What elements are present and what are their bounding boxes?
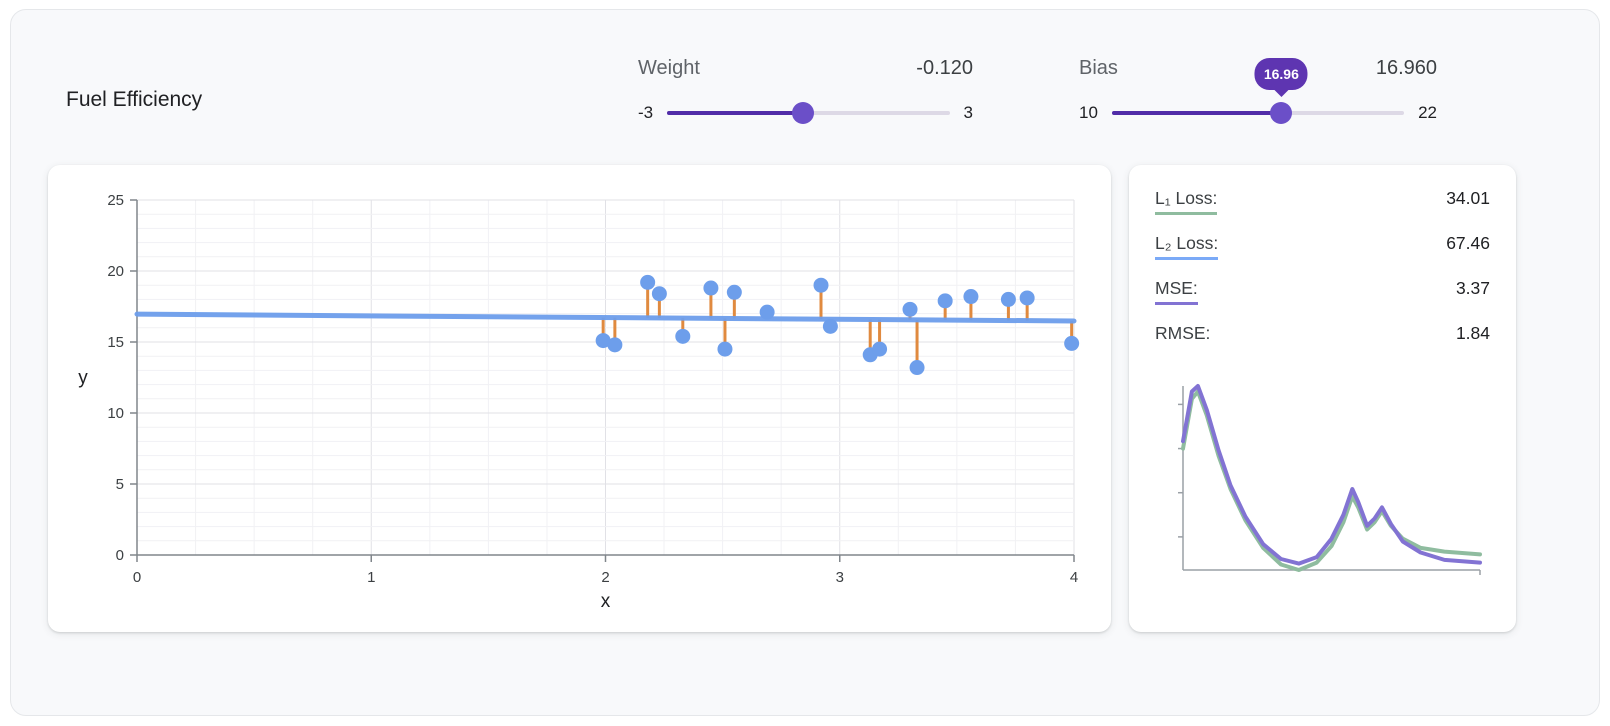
data-point [675, 328, 691, 344]
metric-label: MSE: [1155, 277, 1198, 305]
x-tick-label: 1 [367, 569, 375, 586]
y-tick-label: 15 [107, 334, 124, 351]
y-tick-label: 0 [116, 547, 124, 564]
weight-label: Weight [638, 57, 700, 79]
data-point [1000, 291, 1016, 307]
scatter-chart-card: 0 5 10 15 20 25 0 1 2 3 4 x y [48, 165, 1111, 632]
data-point [640, 274, 656, 290]
data-point [726, 284, 742, 300]
data-point [759, 304, 775, 320]
weight-slider-row: -3 3 [638, 102, 973, 124]
metric-value: 34.01 [1446, 188, 1490, 208]
model-line [134, 311, 1077, 324]
data-point [909, 360, 925, 376]
metric-row: L₂ Loss: 67.46 [1155, 232, 1490, 260]
bias-slider[interactable]: 16.96 [1111, 58, 1405, 124]
bias-control-header: Bias 16.960 [1079, 56, 1437, 80]
data-point [703, 280, 719, 296]
y-tick-label: 25 [107, 192, 124, 209]
page-title: Fuel Efficiency [66, 88, 203, 111]
weight-slider[interactable] [667, 102, 950, 124]
data-point [872, 341, 888, 357]
x-tick-label: 3 [836, 569, 844, 586]
y-tick-label: 20 [107, 263, 124, 280]
bias-max-label: 22 [1418, 103, 1437, 122]
weight-control-header: Weight -0.120 [638, 56, 973, 80]
y-axis-label: y [78, 368, 88, 389]
metric-label: L₁ Loss: [1155, 187, 1218, 215]
metric-value: 67.46 [1446, 233, 1490, 253]
bias-slider-fill [1111, 111, 1282, 115]
loss-panel: L₁ Loss: 34.01 L₂ Loss: 67.46 MSE: 3.37 RMSE: 1… [1129, 165, 1516, 632]
bias-control: Bias 16.960 10 16.96 22 [1079, 56, 1437, 124]
data-point [595, 333, 611, 349]
data-point [651, 286, 667, 302]
bias-slider-row: 10 16.96 22 [1079, 58, 1437, 124]
metric-value: 3.37 [1455, 278, 1490, 298]
metric-row: MSE: 3.37 [1155, 277, 1490, 305]
data-point [822, 318, 838, 334]
metric-label: RMSE: [1155, 323, 1211, 343]
bias-value-tooltip: 16.96 [1254, 58, 1308, 90]
data-point [937, 293, 953, 309]
data-point [607, 337, 623, 353]
y-tick-label: 5 [116, 476, 124, 493]
fuel-efficiency-widget: Fuel Efficiency Weight -0.120 -3 3 Bias … [10, 9, 1600, 716]
x-tick-label: 0 [133, 569, 141, 586]
bias-value: 16.960 [1375, 57, 1437, 79]
metric-value: 1.84 [1455, 323, 1490, 343]
bias-slider-thumb[interactable] [1270, 102, 1293, 124]
data-point [902, 301, 918, 317]
data-point [717, 341, 733, 357]
weight-value: -0.120 [916, 57, 973, 79]
weight-max-label: 3 [963, 103, 973, 122]
data-point [813, 277, 829, 293]
x-axis-label: x [601, 591, 611, 612]
data-point [1019, 290, 1035, 306]
data-point [1064, 335, 1080, 351]
scatter-plot: 0 5 10 15 20 25 0 1 2 3 4 x y [78, 192, 1080, 612]
loss-curve-mse [1181, 384, 1482, 566]
weight-slider-thumb[interactable] [791, 102, 814, 124]
bias-min-label: 10 [1079, 103, 1098, 122]
x-tick-label: 2 [601, 569, 609, 586]
metric-label: L₂ Loss: [1155, 232, 1219, 260]
loss-curve-chart [1178, 384, 1482, 575]
metric-row: L₁ Loss: 34.01 [1155, 187, 1490, 215]
weight-slider-fill [667, 111, 803, 115]
loss-metrics-list: L₁ Loss: 34.01 L₂ Loss: 67.46 MSE: 3.37 RMSE: 1… [1155, 187, 1490, 347]
weight-min-label: -3 [638, 103, 654, 122]
x-tick-label: 4 [1070, 569, 1078, 586]
bias-slider-track[interactable] [1111, 111, 1405, 115]
data-point [963, 289, 979, 305]
weight-control: Weight -0.120 -3 3 [638, 56, 973, 124]
bias-label: Bias [1079, 57, 1118, 79]
y-tick-label: 10 [107, 405, 124, 422]
metric-row: RMSE: 1.84 [1155, 322, 1490, 347]
